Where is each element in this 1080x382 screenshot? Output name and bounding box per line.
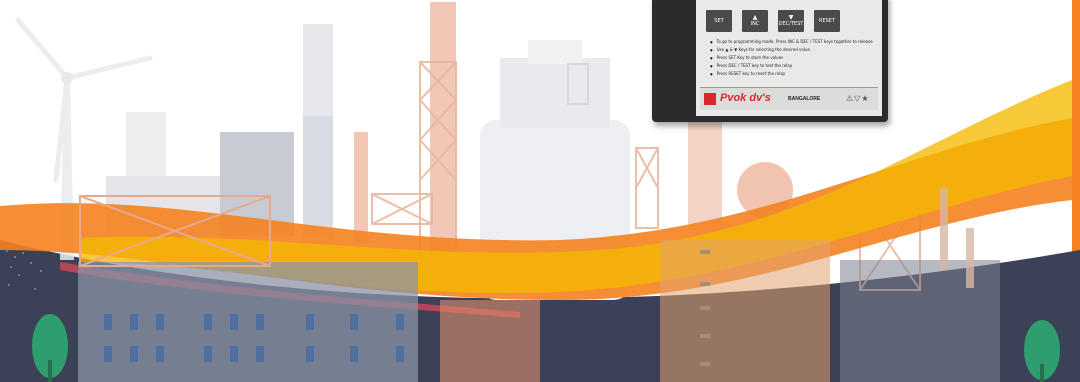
dec-test-key: ▼ DEC/TEST — [778, 10, 804, 32]
instruction-item: Press RESET key to reset the relay — [710, 70, 873, 78]
slot-windows — [700, 250, 710, 366]
down-arrow-icon: ▼ — [788, 14, 794, 21]
certification-icon: ⚠▽★ — [846, 94, 870, 103]
key-label: INC — [750, 21, 760, 27]
instruction-item: Press SET Key to store the values — [710, 54, 873, 62]
set-key: SET — [706, 10, 732, 32]
brand-bar: Pvok dv's BANGALORE ⚠▽★ — [700, 87, 878, 110]
reset-key: RESET — [814, 10, 840, 32]
keypad: SET ▲ INC ▼ DEC/TEST RESET — [706, 10, 840, 32]
device-faceplate: SET ▲ INC ▼ DEC/TEST RESET To go to prog… — [696, 0, 882, 116]
instruction-list: To go to programming mode. Press INC & D… — [710, 38, 873, 78]
instruction-item: To go to programming mode. Press INC & D… — [710, 38, 873, 46]
trees — [32, 314, 1060, 382]
up-arrow-icon: ▲ — [752, 14, 758, 21]
right-edge-strip — [1072, 0, 1080, 382]
key-label: SET — [714, 18, 724, 24]
gold-swoosh — [80, 80, 1072, 294]
brand-logo-icon — [704, 93, 716, 105]
inc-key: ▲ INC — [742, 10, 768, 32]
foreground-buildings — [78, 188, 1000, 382]
brand-city: BANGALORE — [788, 96, 821, 102]
relay-device: SET ▲ INC ▼ DEC/TEST RESET To go to prog… — [652, 0, 888, 122]
key-label: RESET — [818, 18, 836, 24]
left-window-dots — [6, 250, 42, 290]
window-grid — [104, 314, 404, 362]
key-label: DEC/TEST — [778, 21, 804, 27]
instruction-item: Press DEC / TEST key to test the relay — [710, 62, 873, 70]
instruction-item: Use ▲ & ▼ Keys for selecting the desired… — [710, 46, 873, 54]
brand-name: Pvok dv's — [720, 92, 771, 104]
